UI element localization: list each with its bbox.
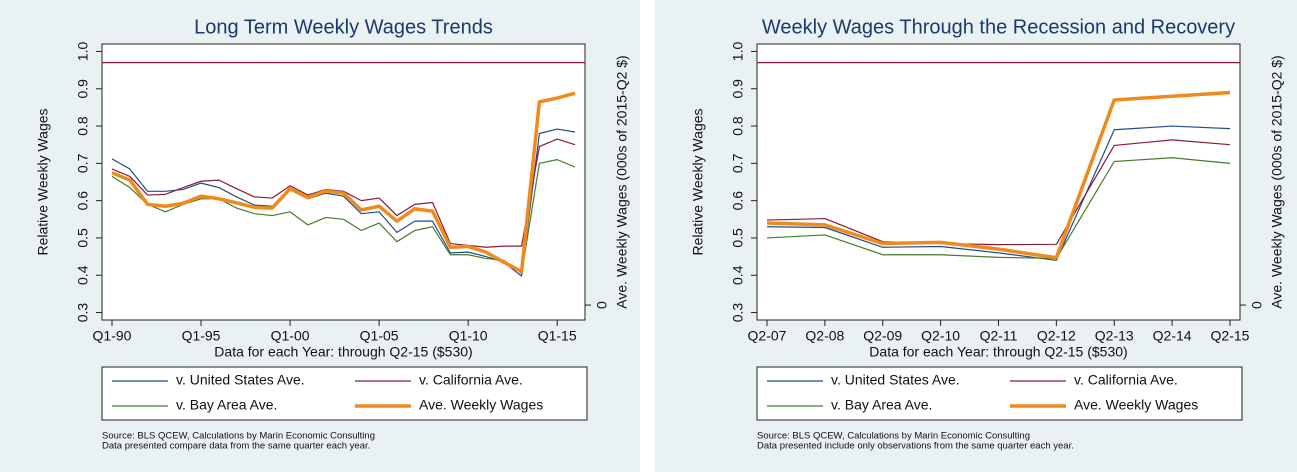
legend-label: v. Bay Area Ave.: [831, 397, 932, 413]
series-line: [766, 90, 1231, 260]
y-tick-label: 0.3: [730, 303, 746, 323]
chart-title: Weekly Wages Through the Recession and R…: [762, 16, 1235, 38]
legend-label: v. Bay Area Ave.: [176, 397, 277, 413]
x-tick-label: Q2-09: [863, 328, 902, 344]
chart-title: Long Term Weekly Wages Trends: [194, 16, 493, 38]
series-line: [766, 139, 1231, 246]
x-axis-label: Data for each Year: through Q2-15 ($530): [214, 344, 472, 360]
y-tick-label: 0.8: [730, 116, 746, 136]
source-note: Data presented include only observations…: [757, 441, 1074, 452]
x-tick-label: Q1-15: [538, 328, 577, 344]
y-tick-label: 0.6: [730, 191, 746, 211]
y2-axis-label: Ave. Weekly Wages (000s of 2015-Q2 $): [614, 55, 630, 308]
series-line: [111, 91, 576, 274]
legend-label: v. United States Ave.: [176, 372, 305, 388]
plot-area: [756, 43, 1241, 321]
y-tick-label: 1.0: [730, 42, 746, 62]
y-tick-label: 1.0: [75, 42, 91, 62]
x-tick-label: Q1-90: [93, 328, 132, 344]
y-tick-label: 0.4: [75, 265, 91, 285]
x-tick-label: Q2-13: [1095, 328, 1134, 344]
legend-label: Ave. Weekly Wages: [1074, 397, 1198, 413]
y-axis-label: Relative Weekly Wages: [35, 108, 51, 255]
x-tick-label: Q2-10: [921, 328, 960, 344]
y2-tick-label: 0: [594, 301, 610, 309]
legend-label: v. California Ave.: [419, 372, 523, 388]
x-tick-label: Q1-95: [182, 328, 221, 344]
chart-panel: Long Term Weekly Wages Trends 0.3 0.4 0.5 0.…: [0, 0, 640, 472]
x-tick-label: Q2-14: [1153, 328, 1192, 344]
y2-axis-label: Ave. Weekly Wages (000s of 2015-Q2 $): [1269, 55, 1285, 308]
y-tick-label: 0.5: [75, 228, 91, 248]
y-tick-label: 0.8: [75, 116, 91, 136]
x-tick-label: Q2-15: [1211, 328, 1250, 344]
y-tick-label: 0.6: [75, 191, 91, 211]
legend-label: v. United States Ave.: [831, 372, 960, 388]
x-tick-label: Q2-11: [980, 328, 1018, 344]
y-tick-label: 0.3: [75, 303, 91, 323]
x-tick-label: Q1-05: [360, 328, 399, 344]
plot-area: [101, 43, 586, 321]
series-line: [766, 157, 1231, 260]
chart-panel: Weekly Wages Through the Recession and R…: [655, 0, 1297, 472]
x-tick-label: Q1-10: [449, 328, 488, 344]
source-note: Data presented compare data from the sam…: [102, 441, 370, 452]
y-tick-label: 0.7: [75, 153, 91, 173]
y2-tick-label: 0: [1249, 301, 1265, 309]
x-tick-label: Q2-12: [1037, 328, 1076, 344]
legend-box: [101, 366, 588, 421]
legend-label: Ave. Weekly Wages: [419, 397, 543, 413]
source-note: Source: BLS QCEW, Calculations by Marin …: [757, 431, 1030, 442]
y-tick-label: 0.4: [730, 265, 746, 285]
legend-label: v. California Ave.: [1074, 372, 1178, 388]
legend-box: [756, 366, 1243, 421]
y-tick-label: 0.7: [730, 153, 746, 173]
x-tick-label: Q2-08: [805, 328, 844, 344]
source-note: Source: BLS QCEW, Calculations by Marin …: [102, 431, 375, 442]
x-tick-label: Q2-07: [748, 328, 787, 344]
y-tick-label: 0.9: [730, 79, 746, 99]
x-tick-label: Q1-00: [271, 328, 310, 344]
series-line: [766, 125, 1231, 261]
y-axis-label: Relative Weekly Wages: [690, 108, 706, 255]
x-axis-label: Data for each Year: through Q2-15 ($530): [869, 344, 1127, 360]
y-tick-label: 0.9: [75, 79, 91, 99]
y-tick-label: 0.5: [730, 228, 746, 248]
series-line: [111, 138, 576, 248]
